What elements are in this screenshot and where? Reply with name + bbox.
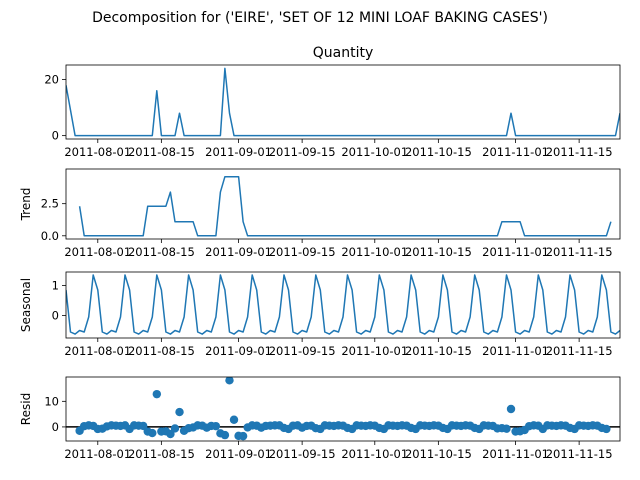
- resid-xtick-label: 2011-09-15: [269, 447, 336, 461]
- seasonal-xtick-label: 2011-10-01: [341, 344, 408, 358]
- seasonal-xtick-label: 2011-11-01: [482, 344, 549, 358]
- resid-point: [166, 429, 175, 439]
- quantity-series-line: [66, 67, 620, 137]
- resid-ytick-label: 0: [52, 420, 59, 434]
- resid-axes-frame: [65, 376, 621, 442]
- quantity-ytick-label: 0: [52, 129, 59, 143]
- trend-xtick-label: 2011-08-01: [64, 245, 131, 259]
- resid-point: [506, 404, 516, 414]
- resid-ytick-label: 10: [44, 394, 59, 408]
- trend-ylabel: Trend: [19, 188, 33, 222]
- resid-point: [225, 377, 234, 385]
- seasonal-plot-area: [66, 274, 620, 335]
- resid-point: [502, 424, 511, 433]
- seasonal-ytick-label: 0: [52, 309, 59, 323]
- seasonal-xtick-label: 2011-08-01: [64, 344, 131, 358]
- resid-xtick-label: 2011-08-15: [128, 447, 195, 461]
- seasonal-ytick-label: 1: [52, 279, 59, 293]
- quantity-xtick-label: 2011-10-15: [405, 145, 472, 159]
- quantity-title: Quantity: [313, 45, 374, 61]
- quantity-xtick-label: 2011-09-15: [269, 145, 336, 159]
- quantity-xtick-label: 2011-08-15: [128, 145, 195, 159]
- quantity-axes-frame: [65, 64, 621, 140]
- resid-point: [229, 415, 239, 424]
- seasonal-xtick-label: 2011-10-15: [405, 344, 472, 358]
- resid-point: [148, 428, 157, 438]
- resid-ylabel: Resid: [19, 393, 33, 425]
- trend-plot-area: [78, 175, 612, 237]
- seasonal-ylabel: Seasonal: [19, 278, 33, 332]
- resid-xtick-label: 2011-11-01: [482, 447, 549, 461]
- trend-xtick-label: 2011-10-01: [341, 245, 408, 259]
- resid-point: [220, 430, 230, 440]
- seasonal-series-line: [66, 274, 620, 335]
- trend-ytick-label: 0.0: [41, 229, 59, 243]
- resid-point: [211, 421, 221, 431]
- seasonal-xtick-label: 2011-09-01: [205, 344, 272, 358]
- resid-point: [170, 424, 180, 433]
- trend-xtick-label: 2011-11-15: [546, 245, 613, 259]
- quantity-xtick-label: 2011-09-01: [205, 145, 272, 159]
- quantity-xtick-label: 2011-10-01: [341, 145, 408, 159]
- quantity-xtick-label: 2011-11-15: [546, 145, 613, 159]
- quantity-plot-area: [66, 67, 620, 137]
- resid-plot-area: [66, 377, 620, 441]
- quantity-ytick-label: 20: [44, 73, 59, 87]
- resid-xtick-label: 2011-10-15: [405, 447, 472, 461]
- seasonal-xtick-label: 2011-11-15: [546, 344, 613, 358]
- resid-xtick-label: 2011-10-01: [341, 447, 408, 461]
- trend-ytick-label: 2.5: [41, 197, 59, 211]
- trend-xtick-label: 2011-10-15: [405, 245, 472, 259]
- resid-point: [152, 389, 162, 399]
- resid-point: [175, 407, 184, 417]
- trend-xtick-label: 2011-08-15: [128, 245, 195, 259]
- trend-xtick-label: 2011-09-01: [205, 245, 272, 259]
- quantity-xtick-label: 2011-11-01: [482, 145, 549, 159]
- resid-xtick-label: 2011-09-01: [205, 447, 272, 461]
- seasonal-axes-frame: [65, 271, 621, 339]
- resid-xtick-label: 2011-08-01: [64, 447, 131, 461]
- resid-xtick-label: 2011-11-15: [546, 447, 613, 461]
- trend-series-line: [78, 175, 612, 237]
- resid-point: [602, 424, 611, 434]
- seasonal-xtick-label: 2011-09-15: [269, 344, 336, 358]
- trend-axes-frame: [65, 168, 621, 240]
- trend-xtick-label: 2011-09-15: [269, 245, 336, 259]
- quantity-xtick-label: 2011-08-01: [64, 145, 131, 159]
- seasonal-xtick-label: 2011-08-15: [128, 344, 195, 358]
- figure-suptitle: Decomposition for ('EIRE', 'SET OF 12 MI…: [92, 10, 548, 26]
- trend-xtick-label: 2011-11-01: [482, 245, 549, 259]
- resid-point: [238, 431, 248, 441]
- resid-point: [138, 421, 148, 431]
